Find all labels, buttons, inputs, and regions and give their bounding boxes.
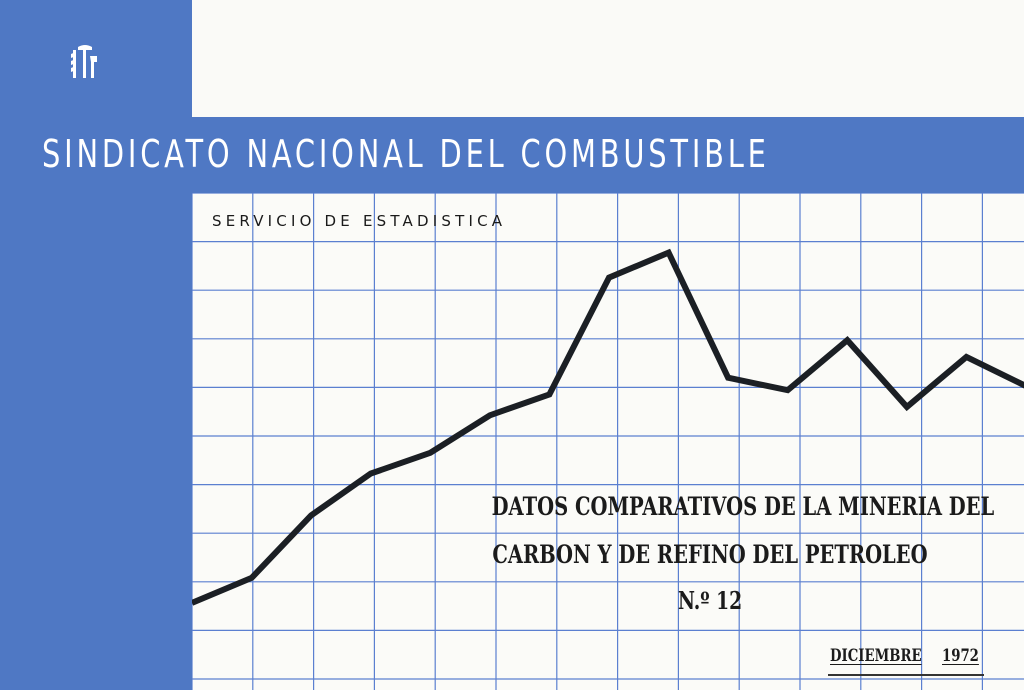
date-month: DICIEMBRE [830,646,922,666]
sindicato-emblem-icon [71,45,97,78]
top-white-panel [192,0,1024,117]
publication-date: DICIEMBRE 1972 [820,644,990,674]
publication-title-line-2: CARBON Y DE REFINO DEL PETROLEO [492,540,928,569]
department-subtitle: SERVICIO DE ESTADISTICA [212,212,507,230]
date-rule [828,674,984,676]
statistical-grid [192,193,1024,690]
publication-title-line-1: DATOS COMPARATIVOS DE LA MINERIA DEL [491,492,995,521]
left-blue-panel [0,0,192,690]
grid-panel [192,193,1024,690]
decorative-trend-line [192,248,1024,606]
organization-title: SINDICATO NACIONAL DEL COMBUSTIBLE [42,132,770,176]
date-year: 1972 [942,646,979,666]
issue-number: N.º 12 [677,586,743,615]
title-band [0,117,1024,193]
